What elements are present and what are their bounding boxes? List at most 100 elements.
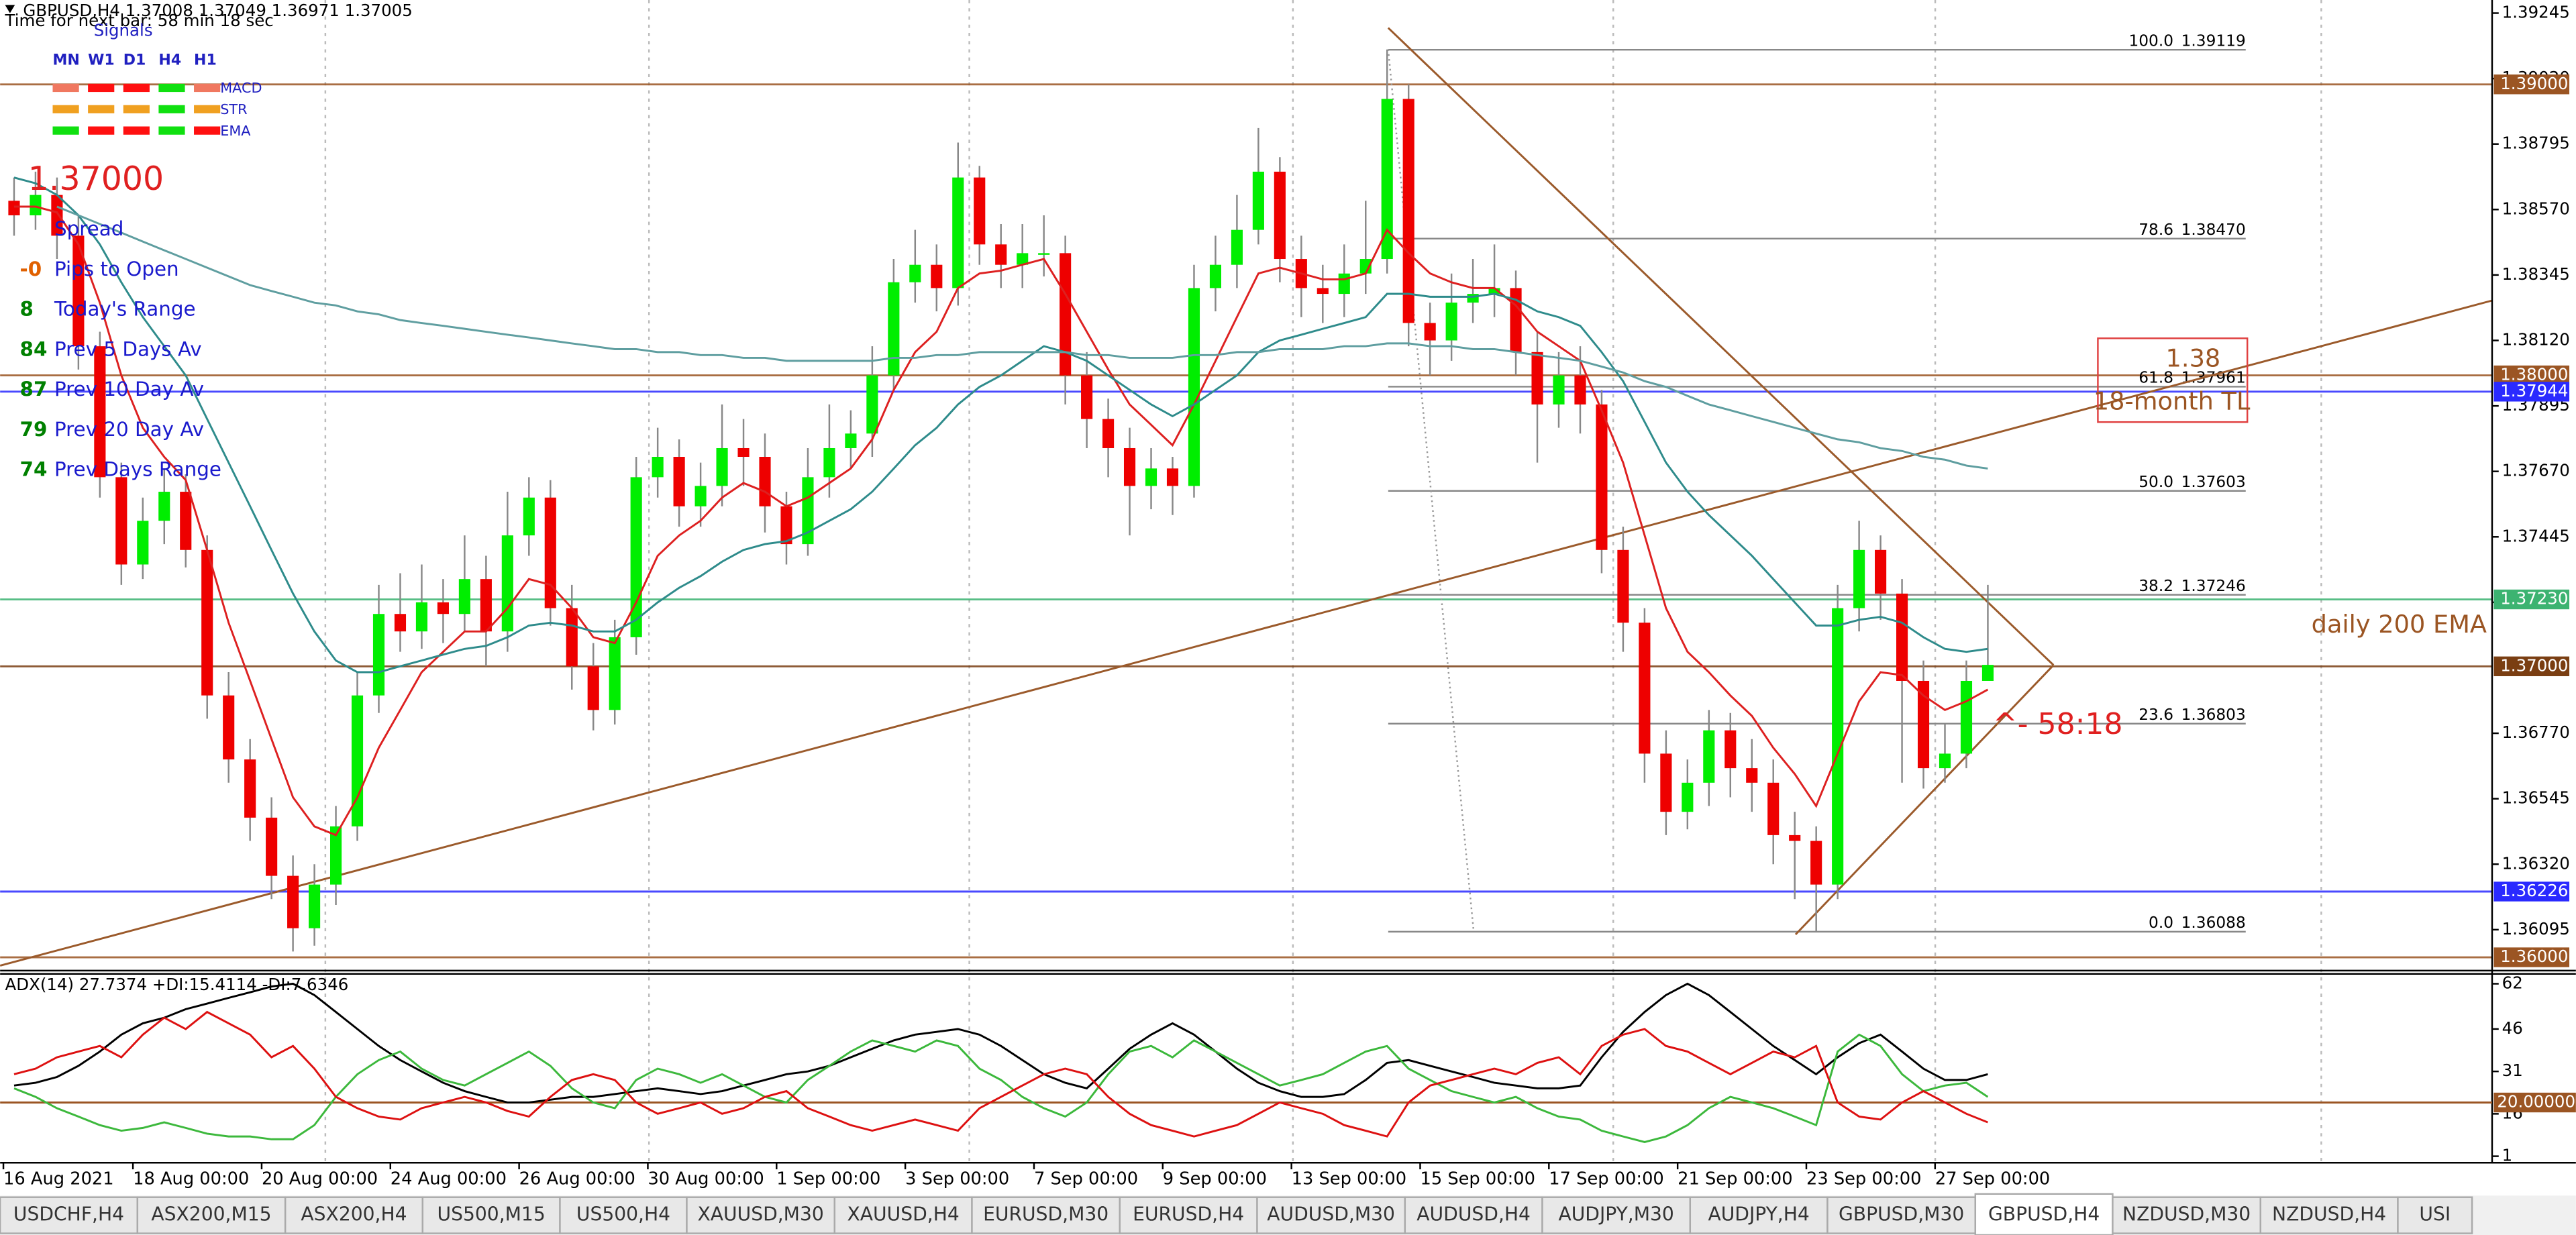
tab[interactable]	[1826, 1196, 1977, 1234]
y-tick-label: 1.37670	[2502, 461, 2570, 480]
tab-label[interactable]: US500,M15	[437, 1203, 546, 1226]
fib-ratio: 61.8	[2139, 369, 2173, 387]
candle-body	[1767, 782, 1780, 835]
indicator-line	[13, 1033, 1989, 1143]
tab-label[interactable]: AUDJPY,M30	[1558, 1203, 1673, 1226]
x-tick-label: 20 Aug 00:00	[262, 1169, 378, 1189]
tab-label[interactable]: EURUSD,M30	[983, 1203, 1109, 1226]
tab[interactable]	[1256, 1196, 1406, 1234]
candle-body	[51, 195, 63, 236]
trend-line	[0, 299, 2493, 967]
y-tick-label: 1.36320	[2502, 853, 2570, 873]
adx-panel: ADX(14) 27.7374 +DI:15.4114 -DI:7.6346 62…	[0, 973, 2576, 1165]
tab[interactable]	[136, 1196, 287, 1234]
annotations: 1.38 18-month TL daily 200 EMA ^- 58:18	[1993, 337, 2487, 741]
info-value: 8	[20, 298, 34, 321]
candle-body	[1338, 273, 1350, 294]
x-tick-label: 30 Aug 00:00	[648, 1169, 764, 1189]
candle-body	[694, 486, 707, 506]
tab-label[interactable]: XAUUSD,M30	[697, 1203, 823, 1226]
tab[interactable]	[686, 1196, 836, 1234]
tab-label[interactable]: USI	[2419, 1203, 2451, 1226]
candle-body	[1060, 253, 1072, 376]
tab-label[interactable]: AUDUSD,M30	[1267, 1203, 1395, 1226]
tab[interactable]	[833, 1196, 973, 1234]
signal-name: STR	[220, 101, 247, 117]
candle-body	[1038, 253, 1050, 255]
y-tick-label: 1	[2502, 1146, 2513, 1165]
tab[interactable]	[421, 1196, 561, 1234]
fib-ratio: 0.0	[2149, 914, 2173, 932]
candle-body	[759, 456, 771, 506]
tab-label[interactable]: GBPUSD,M30	[1839, 1203, 1964, 1226]
candle-body	[931, 264, 943, 288]
indicator-line	[56, 205, 1988, 470]
tab[interactable]	[1119, 1196, 1258, 1234]
tab[interactable]	[2397, 1196, 2473, 1234]
candle-body	[501, 535, 513, 632]
candle-body	[1531, 352, 1543, 405]
tab-label[interactable]: USDCHF,H4	[13, 1203, 124, 1226]
menu-arrow[interactable]	[5, 5, 15, 13]
candle-body	[158, 492, 170, 521]
info-label: Prev Days Range	[54, 458, 221, 481]
tab[interactable]	[1689, 1196, 1828, 1234]
timeframe: W1	[88, 52, 115, 69]
tab[interactable]	[1404, 1196, 1543, 1234]
candle-body	[888, 282, 900, 376]
candle-body	[94, 346, 106, 478]
candle-body	[1467, 294, 1479, 303]
tab[interactable]	[971, 1196, 1121, 1234]
candle-body	[1317, 288, 1329, 294]
tab-label[interactable]: EURUSD,H4	[1133, 1203, 1244, 1226]
adx-title: ADX(14) 27.7374 +DI:15.4114 -DI:7.6346	[5, 975, 349, 994]
tab[interactable]	[559, 1196, 688, 1234]
timeframe: H4	[158, 52, 181, 69]
candle-body	[1724, 730, 1737, 769]
candle-body	[72, 235, 85, 347]
tab-label[interactable]: GBPUSD,H4	[1988, 1203, 2100, 1226]
fib-ratio: 23.6	[2139, 706, 2173, 724]
tab-label[interactable]: US500,H4	[576, 1203, 670, 1226]
info-value: 74	[20, 458, 48, 481]
candle-body	[1853, 549, 1865, 608]
tab-label[interactable]: NZDUSD,H4	[2272, 1203, 2386, 1226]
fib-price: 1.38470	[2181, 221, 2246, 239]
indicator-line	[13, 1010, 1988, 1138]
level-tag	[2493, 881, 2570, 902]
fib-price: 1.37246	[2181, 577, 2246, 595]
signal-box	[158, 83, 185, 93]
candle-body	[716, 447, 728, 486]
tab-label[interactable]: NZDUSD,M30	[2122, 1203, 2251, 1226]
y-tick-label: 62	[2502, 973, 2523, 992]
tab-label[interactable]: AUDUSD,H4	[1416, 1203, 1531, 1226]
candle-body	[1981, 665, 1994, 681]
tab-label[interactable]: XAUUSD,H4	[847, 1203, 960, 1226]
tab-label[interactable]: ASX200,H4	[301, 1203, 407, 1226]
tab-label[interactable]: AUDJPY,H4	[1708, 1203, 1809, 1226]
fib-ratio: 78.6	[2139, 221, 2173, 239]
candle-body	[1789, 835, 1801, 841]
tab[interactable]	[2259, 1196, 2399, 1234]
info-value: 84	[20, 337, 48, 360]
fibonacci: 100.0 1.39119 78.6 1.38470 61.8 1.37961 50.0 1.…	[1388, 32, 2246, 933]
annotation: 1.38	[2166, 344, 2221, 373]
level-label: 1.36226	[2500, 881, 2568, 900]
signal-box	[194, 83, 221, 93]
candle-body	[1081, 375, 1093, 419]
trend-line	[1387, 27, 2055, 666]
info-label: Prev 5 Days Av	[54, 337, 202, 360]
tab[interactable]	[1974, 1193, 2114, 1235]
tab[interactable]	[1541, 1196, 1692, 1234]
candle-body	[480, 579, 492, 632]
level-label: 1.38000	[2500, 365, 2568, 384]
candle-body	[909, 264, 921, 282]
tab[interactable]	[284, 1196, 424, 1234]
tab-label[interactable]: ASX200,M15	[151, 1203, 271, 1226]
trend-lines	[0, 27, 2493, 967]
info-label: Prev 20 Day Av	[54, 418, 204, 441]
tab[interactable]	[2112, 1196, 2262, 1234]
info-value: 79	[20, 418, 48, 441]
indicator-line	[13, 982, 1988, 1104]
